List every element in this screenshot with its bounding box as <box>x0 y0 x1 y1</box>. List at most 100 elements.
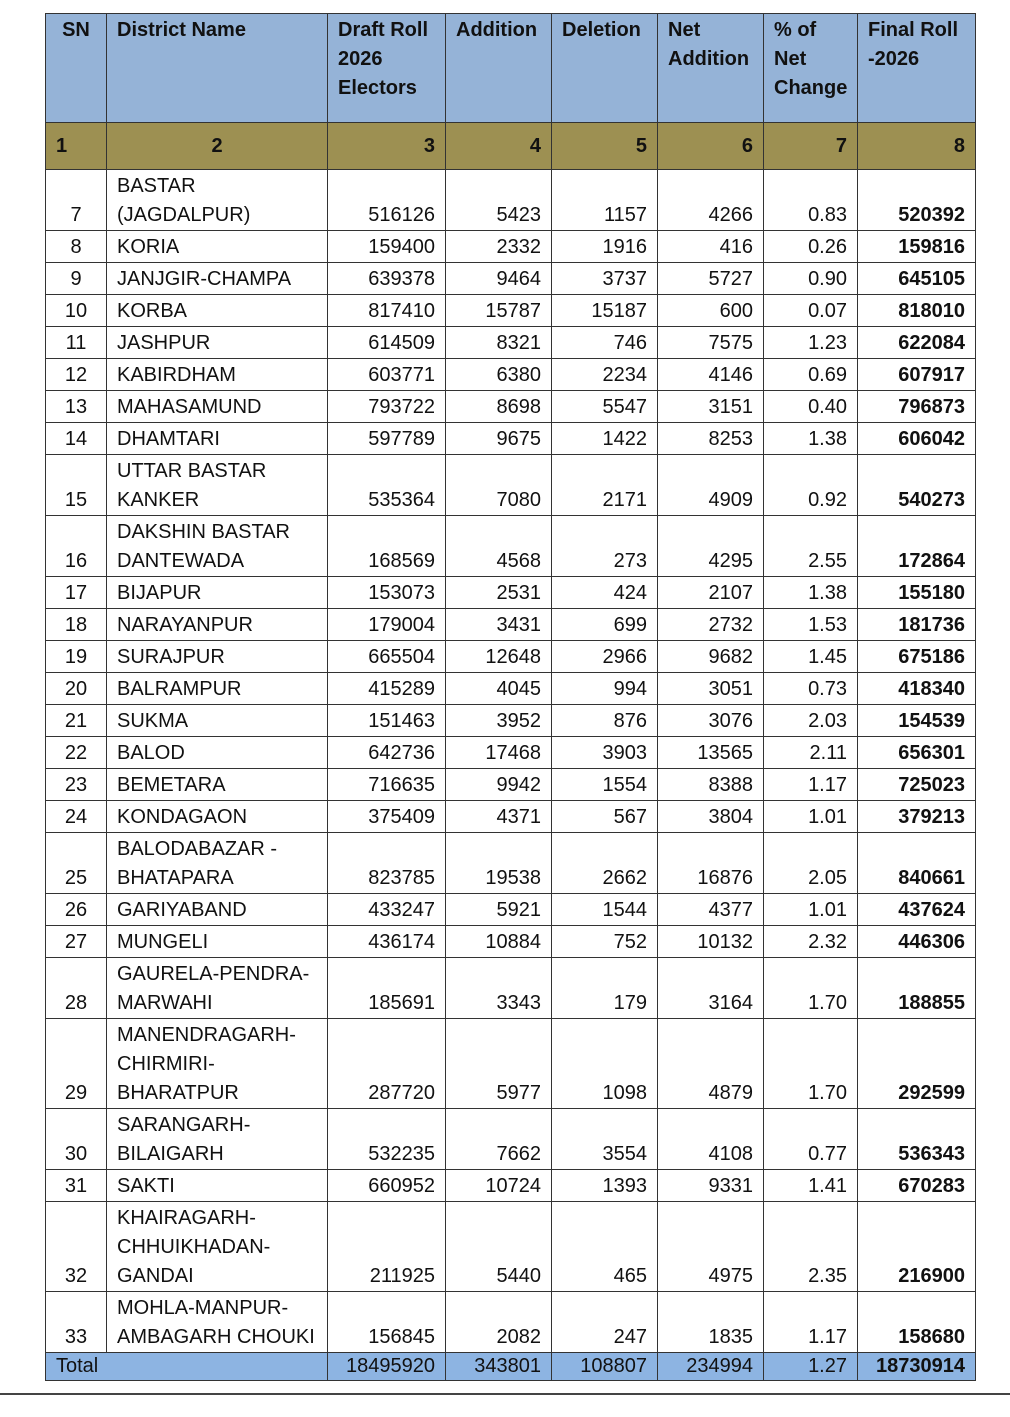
district-name: BEMETARA <box>106 768 328 801</box>
header-cell: Final Roll -2026 <box>857 13 976 123</box>
serial-number: 17 <box>45 576 107 609</box>
value-cell: 699 <box>551 608 658 641</box>
district-row: 21 SUKMA 151463 3952 876 3076 2.03 154539 <box>45 704 976 737</box>
value-cell: 3554 <box>551 1108 658 1170</box>
serial-number: 14 <box>45 422 107 455</box>
total-value: 108807 <box>551 1352 658 1381</box>
value-cell: 9675 <box>445 422 552 455</box>
column-number: 5 <box>551 122 658 170</box>
value-cell: 155180 <box>857 576 976 609</box>
value-cell: 4371 <box>445 800 552 833</box>
district-line: KANKER <box>117 489 200 511</box>
value-cell: 2234 <box>551 358 658 391</box>
district-line: CHIRMIRI- <box>117 1053 215 1075</box>
header-cell: Draft Roll 2026 Electors <box>327 13 446 123</box>
district-line: KORIA <box>117 236 180 258</box>
district-line: BILAIGARH <box>117 1143 224 1165</box>
district-line: CHHUIKHADAN- <box>117 1236 271 1258</box>
value-cell: 159816 <box>857 230 976 263</box>
district-row: 30 SARANGARH- BILAIGARH 532235 7662 3554 4108 0… <box>45 1108 976 1170</box>
value-cell: 3431 <box>445 608 552 641</box>
column-number: 8 <box>857 122 976 170</box>
value-cell: 0.40 <box>763 390 858 423</box>
value-cell: 0.73 <box>763 672 858 705</box>
district-name: KHAIRAGARH- CHHUIKHADAN- GANDAI <box>106 1201 328 1292</box>
header-text: Addition <box>456 19 538 41</box>
value-cell: 5727 <box>657 262 764 295</box>
value-cell: 0.26 <box>763 230 858 263</box>
district-name: BASTAR (JAGDALPUR) <box>106 169 328 231</box>
value-cell: 3804 <box>657 800 764 833</box>
district-line: DANTEWADA <box>117 550 245 572</box>
total-value: 18495920 <box>327 1352 446 1381</box>
value-cell: 181736 <box>857 608 976 641</box>
value-cell: 793722 <box>327 390 446 423</box>
value-cell: 876 <box>551 704 658 737</box>
total-value: 343801 <box>445 1352 552 1381</box>
district-name: KONDAGAON <box>106 800 328 833</box>
value-cell: 9682 <box>657 640 764 673</box>
header-row: SN District Name Draft Roll 2026 Electors Add… <box>45 13 976 123</box>
district-line: AMBAGARH CHOUKI <box>117 1326 315 1348</box>
district-name: MUNGELI <box>106 925 328 958</box>
value-cell: 1916 <box>551 230 658 263</box>
value-cell: 13565 <box>657 736 764 769</box>
serial-number: 33 <box>45 1291 107 1353</box>
serial-number: 20 <box>45 672 107 705</box>
serial-number: 13 <box>45 390 107 423</box>
value-cell: 725023 <box>857 768 976 801</box>
value-cell: 9942 <box>445 768 552 801</box>
district-name: BALODABAZAR - BHATAPARA <box>106 832 328 894</box>
value-cell: 19538 <box>445 832 552 894</box>
serial-number: 25 <box>45 832 107 894</box>
value-cell: 656301 <box>857 736 976 769</box>
serial-number: 12 <box>45 358 107 391</box>
value-cell: 1.41 <box>763 1169 858 1202</box>
district-name: JASHPUR <box>106 326 328 359</box>
value-cell: 7662 <box>445 1108 552 1170</box>
district-line: MUNGELI <box>117 931 209 953</box>
value-cell: 179004 <box>327 608 446 641</box>
value-cell: 424 <box>551 576 658 609</box>
total-value: 18730914 <box>857 1352 976 1381</box>
value-cell: 607917 <box>857 358 976 391</box>
value-cell: 567 <box>551 800 658 833</box>
value-cell: 292599 <box>857 1018 976 1109</box>
value-cell: 5440 <box>445 1201 552 1292</box>
header-text: Deletion <box>562 19 641 41</box>
value-cell: 752 <box>551 925 658 958</box>
value-cell: 597789 <box>327 422 446 455</box>
district-line: BHATAPARA <box>117 867 234 889</box>
value-cell: 10884 <box>445 925 552 958</box>
value-cell: 2.03 <box>763 704 858 737</box>
value-cell: 375409 <box>327 800 446 833</box>
value-cell: 540273 <box>857 454 976 516</box>
value-cell: 9331 <box>657 1169 764 1202</box>
district-line: SURAJPUR <box>117 646 225 668</box>
header-cell: Addition <box>445 13 552 123</box>
value-cell: 151463 <box>327 704 446 737</box>
district-line: DHAMTARI <box>117 428 220 450</box>
district-line: GAURELA-PENDRA- <box>117 963 310 985</box>
header-text: District Name <box>117 19 246 41</box>
value-cell: 642736 <box>327 736 446 769</box>
value-cell: 1422 <box>551 422 658 455</box>
value-cell: 606042 <box>857 422 976 455</box>
district-name: BIJAPUR <box>106 576 328 609</box>
column-number: 2 <box>106 122 328 170</box>
column-number: 4 <box>445 122 552 170</box>
value-cell: 15187 <box>551 294 658 327</box>
header-text: Final Roll <box>868 19 958 41</box>
district-line: NARAYANPUR <box>117 614 253 636</box>
header-text: Net <box>774 48 807 70</box>
serial-number: 22 <box>45 736 107 769</box>
district-name: SAKTI <box>106 1169 328 1202</box>
serial-number: 15 <box>45 454 107 516</box>
district-line: GARIYABAND <box>117 899 247 921</box>
district-line: SAKTI <box>117 1175 175 1197</box>
value-cell: 1.23 <box>763 326 858 359</box>
value-cell: 156845 <box>327 1291 446 1353</box>
value-cell: 17468 <box>445 736 552 769</box>
value-cell: 532235 <box>327 1108 446 1170</box>
district-line: MAHASAMUND <box>117 396 262 418</box>
